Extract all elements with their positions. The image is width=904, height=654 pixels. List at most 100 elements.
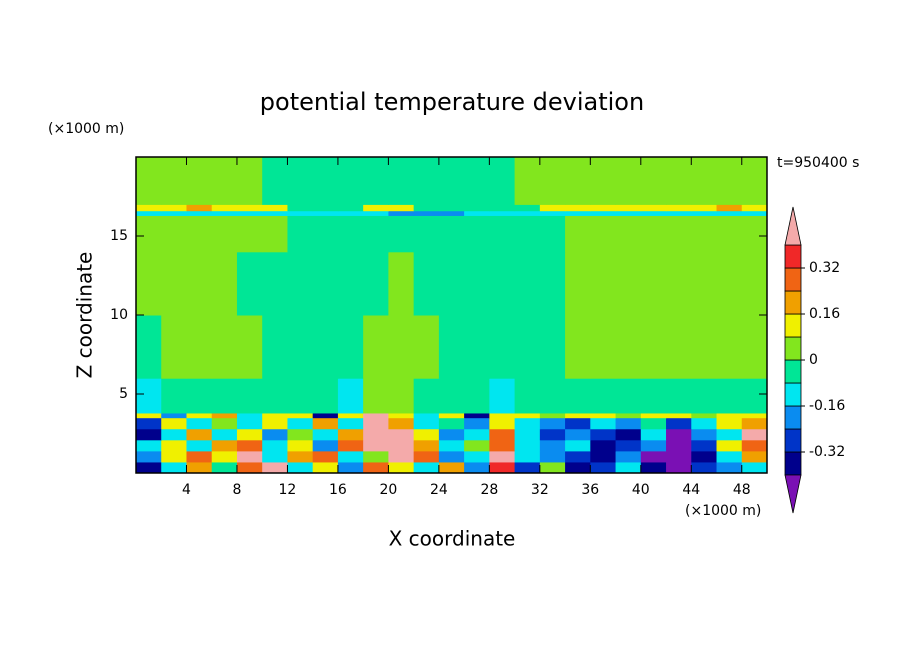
contour-cell [565, 315, 591, 379]
colorbar-box [784, 405, 802, 430]
contour-cell [312, 157, 339, 205]
x-tick-label: 16 [329, 482, 347, 498]
x-tick-label: 24 [430, 482, 448, 498]
contour-cell [236, 157, 263, 205]
contour-cell [186, 428, 213, 441]
contour-cell [136, 439, 162, 452]
contour-cell [211, 204, 238, 212]
contour-cell [716, 157, 743, 205]
contour-cell [161, 439, 187, 452]
contour-cell [136, 157, 162, 205]
contour-cell [590, 215, 617, 253]
contour-cell [489, 157, 516, 205]
contour-cell [211, 439, 238, 452]
contour-cell [337, 215, 364, 253]
colorbar-tick-label: 0 [809, 352, 818, 368]
y-unit: (×1000 m) [48, 121, 124, 137]
contour-cell [565, 251, 591, 316]
contour-cell [413, 417, 440, 430]
contour-cell [312, 210, 339, 216]
contour-cell [413, 210, 440, 216]
contour-cell [514, 215, 541, 253]
contour-cell [337, 439, 364, 452]
contour-cell [388, 210, 415, 216]
contour-cell [413, 251, 440, 316]
contour-cell [312, 417, 339, 430]
contour-cell [211, 417, 238, 430]
contour-cell [312, 428, 339, 441]
contour-cell [640, 461, 667, 474]
colorbar-over [784, 206, 802, 246]
contour-cell [464, 378, 490, 414]
contour-cell [161, 204, 187, 212]
contour-cell [464, 210, 490, 216]
contour-cell [211, 215, 238, 253]
contour-cell [413, 450, 440, 463]
colorbar-box [784, 451, 802, 476]
contour-cell [438, 210, 465, 216]
contour-cell [388, 412, 415, 419]
contour-cell [464, 315, 490, 379]
contour-cell [691, 461, 718, 474]
contour-cell [590, 204, 617, 212]
contour-cell [312, 378, 339, 414]
contour-cell [590, 251, 617, 316]
contour-cell [590, 210, 617, 216]
contour-cell [236, 215, 263, 253]
contour-cell [640, 215, 667, 253]
contour-cell [413, 157, 440, 205]
contour-cell [615, 157, 642, 205]
contour-cell [565, 215, 591, 253]
contour-cell [262, 210, 288, 216]
contour-cell [136, 461, 162, 474]
contour-cell [287, 412, 314, 419]
colorbar-box [784, 382, 802, 407]
contour-cell [464, 412, 490, 419]
contour-cell [136, 204, 162, 212]
contour-cell [741, 378, 768, 414]
contour-cell [691, 378, 718, 414]
contour-cell [565, 210, 591, 216]
contour-cell [186, 215, 213, 253]
contour-cell [489, 461, 516, 474]
contour-cell [716, 210, 743, 216]
contour-cell [211, 251, 238, 316]
contour-cell [262, 215, 288, 253]
contour-cell [565, 157, 591, 205]
contour-cell [590, 450, 617, 463]
contour-cell [438, 428, 465, 441]
contour-cell [363, 428, 389, 441]
contour-cell [161, 450, 187, 463]
contour-cell [337, 417, 364, 430]
contour-cell [287, 204, 314, 212]
contour-cell [514, 210, 541, 216]
contour-cell [716, 204, 743, 212]
x-tick-label: 48 [733, 482, 751, 498]
contour-cell [489, 417, 516, 430]
contour-cell [691, 450, 718, 463]
contour-cell [640, 439, 667, 452]
contour-cell [539, 215, 566, 253]
contour-cell [337, 210, 364, 216]
contour-cell [363, 378, 389, 414]
contour-cell [716, 215, 743, 253]
contour-cell [388, 428, 415, 441]
contour-cell [262, 450, 288, 463]
chart-title: potential temperature deviation [260, 88, 644, 116]
contour-cell [312, 461, 339, 474]
contour-cell [565, 439, 591, 452]
contour-cell [464, 417, 490, 430]
y-tick-label: 15 [110, 228, 128, 244]
contour-cell [666, 204, 692, 212]
contour-cell [287, 417, 314, 430]
contour-cell [489, 204, 516, 212]
contour-cell [741, 204, 768, 212]
contour-cell [464, 157, 490, 205]
contour-cell [640, 450, 667, 463]
contour-cell [337, 378, 364, 414]
colorbar-box [784, 267, 802, 292]
x-tick-label: 12 [279, 482, 297, 498]
contour-cell [615, 439, 642, 452]
contour-cell [287, 157, 314, 205]
